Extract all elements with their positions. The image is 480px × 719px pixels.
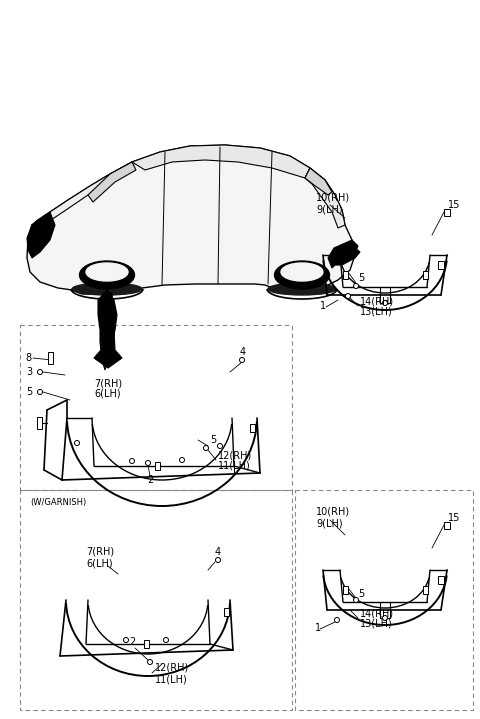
- Circle shape: [383, 301, 387, 306]
- Circle shape: [180, 457, 184, 462]
- Circle shape: [383, 615, 387, 620]
- Bar: [224, 608, 228, 616]
- Circle shape: [240, 357, 244, 362]
- Bar: [36, 417, 41, 429]
- Text: 10(RH): 10(RH): [316, 193, 350, 203]
- Circle shape: [147, 659, 153, 664]
- Text: 9(LH): 9(LH): [316, 204, 343, 214]
- Polygon shape: [328, 240, 358, 268]
- Circle shape: [216, 557, 220, 562]
- Text: 4: 4: [215, 547, 221, 557]
- Text: 11(LH): 11(LH): [155, 674, 188, 684]
- Text: 13(LH): 13(LH): [360, 619, 393, 629]
- Bar: [250, 424, 254, 432]
- Polygon shape: [88, 162, 136, 202]
- Bar: [438, 576, 444, 584]
- Ellipse shape: [72, 283, 142, 295]
- Circle shape: [123, 638, 129, 643]
- Text: 7(RH): 7(RH): [86, 547, 114, 557]
- Polygon shape: [27, 145, 355, 294]
- Text: 5: 5: [26, 387, 32, 397]
- Text: 2: 2: [129, 637, 135, 647]
- Circle shape: [37, 390, 43, 395]
- Circle shape: [217, 444, 223, 449]
- Circle shape: [353, 283, 359, 288]
- Text: 15: 15: [448, 200, 460, 210]
- Circle shape: [145, 460, 151, 465]
- Circle shape: [335, 618, 339, 623]
- Polygon shape: [32, 162, 132, 232]
- Circle shape: [37, 370, 43, 375]
- Text: 11(LH): 11(LH): [218, 461, 251, 471]
- Bar: [20, 490, 292, 710]
- Bar: [155, 462, 159, 470]
- Text: 3: 3: [26, 367, 32, 377]
- Text: 2: 2: [147, 475, 153, 485]
- Circle shape: [74, 441, 80, 446]
- Bar: [144, 640, 148, 648]
- Circle shape: [204, 446, 208, 451]
- Polygon shape: [98, 290, 117, 370]
- Text: 14(RH): 14(RH): [360, 297, 394, 307]
- Circle shape: [130, 459, 134, 464]
- Bar: [422, 271, 428, 279]
- Bar: [20, 325, 292, 490]
- Text: 8: 8: [26, 353, 32, 363]
- Bar: [438, 261, 444, 269]
- Polygon shape: [94, 293, 122, 368]
- Text: 5: 5: [358, 589, 364, 599]
- Bar: [444, 209, 450, 216]
- Polygon shape: [132, 145, 310, 178]
- Text: (W/GARNISH): (W/GARNISH): [30, 498, 86, 506]
- Ellipse shape: [80, 261, 134, 289]
- Text: 12(RH): 12(RH): [155, 663, 189, 673]
- Circle shape: [353, 597, 359, 603]
- Ellipse shape: [86, 263, 128, 281]
- Circle shape: [346, 293, 350, 298]
- Text: 6(LH): 6(LH): [87, 558, 113, 568]
- Text: 10(RH): 10(RH): [316, 507, 350, 517]
- Text: 5: 5: [210, 435, 216, 445]
- Text: 5: 5: [358, 273, 364, 283]
- Circle shape: [164, 638, 168, 643]
- Bar: [343, 271, 348, 279]
- Bar: [48, 352, 52, 364]
- Bar: [343, 586, 348, 594]
- Ellipse shape: [281, 263, 323, 281]
- Text: 7(RH): 7(RH): [94, 378, 122, 388]
- Text: 9(LH): 9(LH): [316, 518, 343, 528]
- Text: 14(RH): 14(RH): [360, 609, 394, 619]
- Ellipse shape: [268, 283, 336, 295]
- Text: 12(RH): 12(RH): [218, 450, 252, 460]
- Text: 13(LH): 13(LH): [360, 307, 393, 317]
- Text: 6(LH): 6(LH): [95, 389, 121, 399]
- Ellipse shape: [275, 261, 329, 289]
- Bar: [444, 521, 450, 528]
- Bar: [295, 490, 473, 710]
- Polygon shape: [305, 168, 332, 195]
- Text: 15: 15: [448, 513, 460, 523]
- Polygon shape: [27, 212, 55, 258]
- Text: 4: 4: [240, 347, 246, 357]
- Text: 1: 1: [320, 301, 326, 311]
- Polygon shape: [305, 168, 345, 228]
- Bar: [422, 586, 428, 594]
- Text: 1: 1: [315, 623, 321, 633]
- Polygon shape: [330, 248, 360, 265]
